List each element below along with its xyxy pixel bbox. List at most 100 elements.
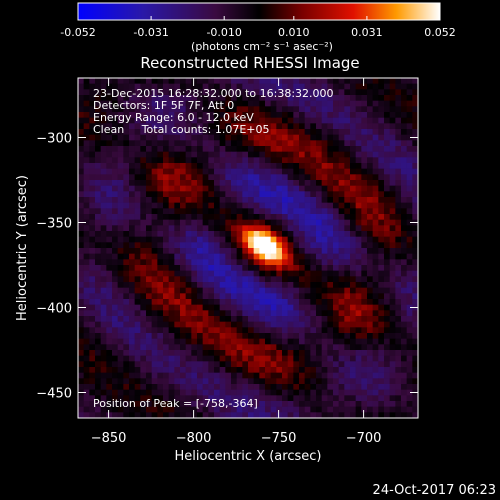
heatmap-pixel	[287, 293, 294, 300]
heatmap-pixel	[191, 112, 198, 118]
heatmap-pixel	[401, 225, 407, 232]
heatmap-pixel	[140, 384, 147, 390]
heatmap-pixel	[327, 355, 334, 362]
heatmap-pixel	[242, 321, 249, 328]
heatmap-pixel	[95, 333, 101, 339]
heatmap-pixel	[123, 248, 130, 254]
heatmap-pixel	[168, 338, 175, 345]
heatmap-pixel	[112, 327, 118, 334]
heatmap-pixel	[83, 270, 90, 277]
heatmap-pixel	[146, 191, 152, 198]
heatmap-pixel	[316, 321, 322, 328]
heatmap-pixel	[168, 350, 175, 356]
heatmap-pixel	[157, 219, 164, 226]
heatmap-pixel	[248, 112, 254, 118]
heatmap-pixel	[129, 406, 135, 413]
heatmap-pixel	[208, 214, 215, 220]
heatmap-pixel	[389, 282, 396, 288]
heatmap-pixel	[129, 333, 135, 339]
heatmap-pixel	[316, 151, 322, 158]
heatmap-pixel	[112, 180, 118, 186]
heatmap-pixel	[321, 208, 328, 215]
heatmap-pixel	[327, 202, 334, 209]
heatmap-pixel	[361, 208, 368, 215]
heatmap-pixel	[321, 282, 328, 288]
heatmap-pixel	[361, 327, 368, 334]
heatmap-pixel	[157, 355, 164, 362]
heatmap-pixel	[412, 276, 418, 283]
heatmap-pixel	[225, 197, 232, 203]
heatmap-pixel	[174, 83, 181, 90]
heatmap-pixel	[350, 129, 356, 135]
heatmap-pixel	[355, 157, 362, 164]
heatmap-pixel	[89, 384, 96, 390]
heatmap-pixel	[191, 95, 198, 101]
heatmap-pixel	[140, 395, 147, 402]
heatmap-pixel	[282, 270, 288, 277]
heatmap-pixel	[202, 259, 209, 266]
heatmap-pixel	[95, 321, 101, 328]
heatmap-pixel	[253, 355, 260, 362]
heatmap-pixel	[333, 367, 339, 373]
heatmap-pixel	[338, 248, 345, 254]
heatmap-pixel	[401, 112, 407, 118]
heatmap-pixel	[248, 157, 254, 164]
heatmap-pixel	[276, 384, 283, 390]
heatmap-pixel	[361, 202, 368, 209]
heatmap-pixel	[174, 157, 181, 164]
heatmap-pixel	[293, 83, 300, 90]
heatmap-pixel	[191, 134, 198, 141]
heatmap-pixel	[270, 248, 277, 254]
heatmap-pixel	[310, 123, 317, 130]
heatmap-pixel	[276, 350, 283, 356]
y-axis-label: Heliocentric Y (arcsec)	[15, 175, 30, 321]
heatmap-pixel	[259, 361, 266, 368]
heatmap-pixel	[316, 338, 322, 345]
heatmap-pixel	[367, 316, 373, 322]
heatmap-pixel	[214, 287, 220, 294]
heatmap-pixel	[344, 372, 351, 379]
heatmap-pixel	[355, 191, 362, 198]
heatmap-pixel	[287, 219, 294, 226]
heatmap-pixel	[412, 78, 418, 84]
heatmap-pixel	[174, 395, 181, 402]
heatmap-pixel	[151, 208, 158, 215]
x-axis-label: Heliocentric X (arcsec)	[175, 449, 322, 464]
heatmap-pixel	[242, 327, 249, 334]
heatmap-pixel	[367, 338, 373, 345]
heatmap-pixel	[259, 248, 266, 254]
heatmap-pixel	[378, 225, 385, 232]
heatmap-pixel	[236, 310, 243, 317]
heatmap-pixel	[168, 225, 175, 232]
heatmap-pixel	[202, 134, 209, 141]
heatmap-pixel	[304, 344, 311, 351]
heatmap-pixel	[231, 231, 237, 237]
heatmap-pixel	[180, 276, 186, 283]
heatmap-pixel	[95, 389, 101, 396]
heatmap-pixel	[276, 89, 283, 96]
heatmap-pixel	[95, 83, 101, 90]
heatmap-pixel	[355, 270, 362, 277]
heatmap-pixel	[344, 129, 351, 135]
heatmap-pixel	[293, 253, 300, 260]
heatmap-pixel	[100, 310, 107, 317]
heatmap-pixel	[344, 151, 351, 158]
heatmap-pixel	[140, 259, 147, 266]
heatmap-pixel	[106, 389, 113, 396]
heatmap-pixel	[83, 299, 90, 305]
heatmap-pixel	[117, 174, 124, 181]
heatmap-pixel	[395, 327, 402, 334]
heatmap-pixel	[355, 412, 362, 418]
heatmap-pixel	[208, 401, 215, 407]
heatmap-pixel	[384, 372, 390, 379]
heatmap-pixel	[197, 361, 203, 368]
heatmap-pixel	[146, 157, 152, 164]
heatmap-pixel	[191, 321, 198, 328]
heatmap-pixel	[412, 83, 418, 90]
heatmap-pixel	[412, 231, 418, 237]
heatmap-pixel	[214, 163, 220, 169]
heatmap-pixel	[378, 117, 385, 124]
heatmap-pixel	[100, 270, 107, 277]
heatmap-pixel	[123, 95, 130, 101]
heatmap-pixel	[185, 214, 192, 220]
